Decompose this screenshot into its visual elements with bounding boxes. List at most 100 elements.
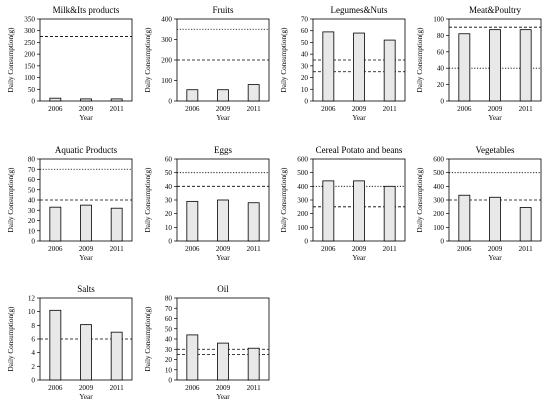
y-tick-label: 200 (433, 210, 444, 218)
y-tick-label: 300 (433, 197, 444, 205)
y-tick-label: 600 (297, 156, 308, 164)
chart-meat-and-poultry: Meat&Poultry 0 20 40 60 80 100 Daily Consumptio… (416, 5, 542, 122)
bar-2009 (489, 29, 501, 102)
bar-2006 (49, 309, 62, 381)
plot-frame (39, 18, 133, 102)
bar-2006 (186, 200, 199, 242)
y-tick-label: 60 (301, 27, 309, 35)
y-tick-label: 0 (168, 98, 172, 106)
bar-2009 (80, 324, 92, 381)
y-tick-label: 100 (433, 16, 444, 24)
x-tick-label: 2009 (488, 245, 503, 253)
bar-2011 (110, 331, 123, 381)
y-tick-label: 10 (165, 224, 173, 232)
y-tick-label: 10 (165, 366, 173, 374)
bar-2011 (110, 98, 123, 102)
y-tick-label: 0 (31, 98, 35, 106)
y-tick-label: 200 (24, 51, 35, 59)
y-tick-label: 0 (31, 377, 35, 385)
bar-2009 (489, 196, 501, 242)
x-tick-label: 2006 (185, 105, 200, 113)
y-tick-label: 20 (165, 210, 173, 218)
chart-title: Oil (217, 284, 229, 294)
x-axis-label: Year (488, 114, 502, 122)
y-tick-label: 0 (304, 238, 308, 246)
x-tick-label: 2011 (247, 245, 262, 253)
x-axis-label: Year (216, 114, 230, 122)
bar-2009 (353, 180, 365, 242)
chart-title: Vegetables (476, 145, 515, 155)
x-tick-label: 2009 (79, 105, 94, 113)
x-axis-label: Year (352, 114, 366, 122)
bar-2006 (458, 33, 471, 102)
y-tick-label: 50 (165, 169, 173, 177)
x-tick-label: 2011 (110, 384, 125, 392)
bar-2011 (247, 347, 260, 381)
y-tick-label: 40 (165, 336, 173, 344)
y-tick-label: 300 (161, 36, 172, 44)
y-tick-label: 10 (28, 308, 36, 316)
y-tick-label: 60 (165, 156, 173, 164)
y-tick-label: 50 (28, 186, 36, 194)
y-tick-label: 70 (301, 16, 309, 24)
chart-milk-and-its-products: Milk&Its products 0 50 100 150 200 250 300 350 Da… (7, 5, 133, 122)
y-tick-label: 400 (161, 16, 172, 24)
x-tick-label: 2006 (48, 384, 63, 392)
y-tick-label: 600 (433, 156, 444, 164)
y-tick-label: 400 (433, 183, 444, 191)
y-tick-label: 6 (31, 336, 35, 344)
bar-2011 (519, 207, 532, 242)
y-tick-label: 60 (165, 315, 173, 323)
bar-2006 (49, 206, 62, 242)
y-tick-label: 50 (28, 86, 36, 94)
y-tick-label: 100 (161, 77, 172, 85)
x-axis-label: Year (79, 114, 93, 122)
chart-salts: Salts 0 2 4 6 8 10 12 Daily Consumption(g) 2006 20… (7, 284, 133, 401)
x-tick-label: 2009 (79, 245, 94, 253)
x-axis-label: Year (488, 254, 502, 262)
x-tick-label: 2006 (48, 105, 63, 113)
y-tick-label: 250 (24, 39, 35, 47)
y-axis-label: Daily Consumption(g) (7, 306, 15, 371)
bar-2011 (110, 207, 123, 242)
x-tick-label: 2006 (457, 105, 472, 113)
bar-2006 (458, 194, 471, 242)
bar-2011 (383, 39, 396, 102)
x-tick-label: 2006 (185, 245, 200, 253)
y-axis-label: Daily Consumption(g) (144, 27, 152, 92)
y-tick-label: 70 (165, 305, 173, 313)
chart-title: Eggs (214, 145, 232, 155)
bar-2006 (186, 334, 199, 381)
bar-2011 (247, 202, 260, 242)
y-tick-label: 30 (165, 346, 173, 354)
x-tick-label: 2009 (488, 105, 503, 113)
y-tick-label: 20 (28, 217, 36, 225)
y-tick-label: 0 (440, 98, 444, 106)
y-tick-label: 10 (301, 86, 309, 94)
y-tick-label: 40 (301, 51, 309, 59)
chart-aquatic-products: Aquatic Products 0 10 20 30 40 50 60 70 80 Daily C… (7, 145, 133, 262)
y-tick-label: 80 (28, 156, 36, 164)
bar-2009 (217, 199, 229, 242)
y-tick-label: 500 (433, 169, 444, 177)
x-tick-label: 2009 (216, 384, 231, 392)
y-tick-label: 40 (28, 197, 36, 205)
x-axis-label: Year (352, 254, 366, 262)
x-tick-label: 2011 (383, 105, 398, 113)
y-tick-label: 20 (165, 356, 173, 364)
y-tick-label: 40 (437, 65, 445, 73)
chart-title: Meat&Poultry (469, 5, 521, 15)
chart-title: Aquatic Products (55, 145, 118, 155)
y-tick-label: 60 (28, 176, 36, 184)
y-tick-label: 80 (165, 295, 173, 303)
y-tick-label: 100 (433, 224, 444, 232)
y-tick-label: 30 (301, 62, 309, 70)
y-tick-label: 0 (304, 98, 308, 106)
chart-title: Salts (77, 284, 95, 294)
bar-2006 (322, 31, 335, 102)
x-tick-label: 2009 (352, 245, 367, 253)
y-tick-label: 50 (301, 39, 309, 47)
bar-2006 (322, 180, 335, 242)
y-axis-label: Daily Consumption(g) (416, 27, 424, 92)
